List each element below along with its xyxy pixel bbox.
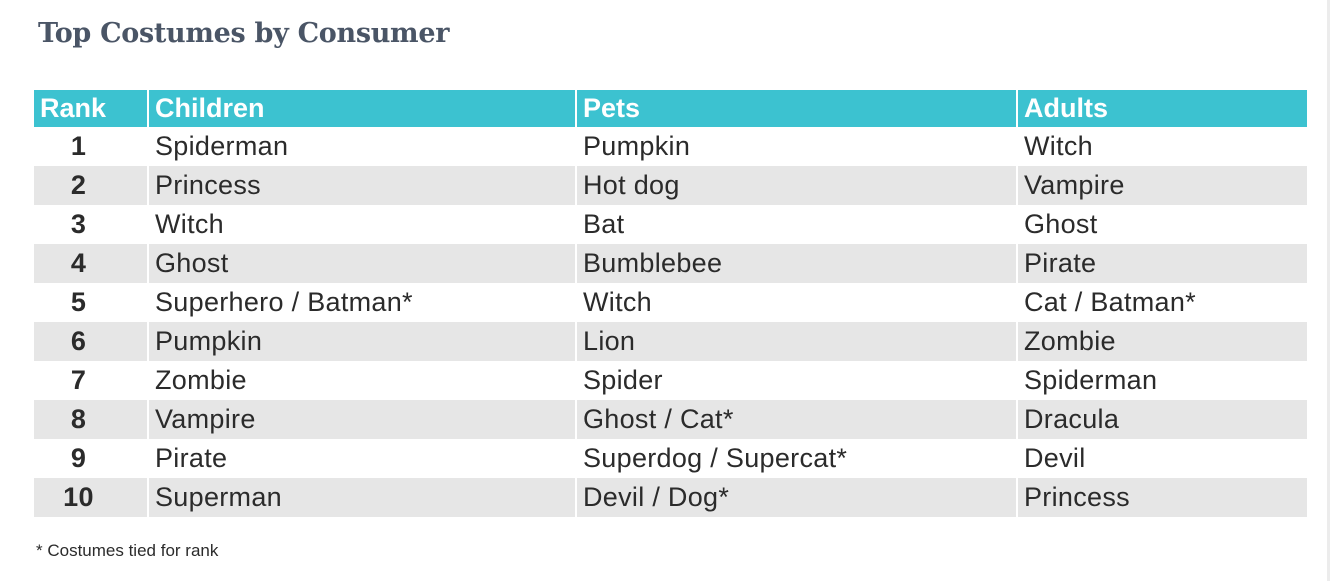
children-cell: Pirate <box>147 439 575 478</box>
children-cell: Superman <box>147 478 575 517</box>
adults-cell: Princess <box>1016 478 1307 517</box>
table-row: 7 Zombie Spider Spiderman <box>34 361 1307 400</box>
children-cell: Witch <box>147 205 575 244</box>
pets-cell: Ghost / Cat* <box>575 400 1016 439</box>
adults-cell: Cat / Batman* <box>1016 283 1307 322</box>
children-cell: Pumpkin <box>147 322 575 361</box>
adults-cell: Vampire <box>1016 166 1307 205</box>
pets-cell: Spider <box>575 361 1016 400</box>
pets-cell: Lion <box>575 322 1016 361</box>
rank-cell: 6 <box>34 322 147 361</box>
table-row: 6 Pumpkin Lion Zombie <box>34 322 1307 361</box>
header-adults: Adults <box>1016 90 1307 127</box>
header-children: Children <box>147 90 575 127</box>
children-cell: Superhero / Batman* <box>147 283 575 322</box>
children-cell: Ghost <box>147 244 575 283</box>
rank-cell: 2 <box>34 166 147 205</box>
pets-cell: Superdog / Supercat* <box>575 439 1016 478</box>
adults-cell: Spiderman <box>1016 361 1307 400</box>
rank-cell: 5 <box>70 287 87 317</box>
children-cell: Vampire <box>147 400 575 439</box>
table-row: 2 Princess Hot dog Vampire <box>34 166 1307 205</box>
children-cell: Zombie <box>147 361 575 400</box>
table-row: 1 Spiderman Pumpkin Witch <box>34 127 1307 166</box>
rank-cell: 10 <box>34 478 147 517</box>
children-cell: Princess <box>147 166 575 205</box>
table-body: 1 Spiderman Pumpkin Witch 2 Princess Hot dog Va… <box>34 127 1307 517</box>
pets-cell: Devil / Dog* <box>575 478 1016 517</box>
table-row: 10 Superman Devil / Dog* Princess <box>34 478 1307 517</box>
pets-cell: Hot dog <box>575 166 1016 205</box>
table-row: 4 Ghost Bumblebee Pirate <box>34 244 1307 283</box>
adults-cell: Dracula <box>1016 400 1307 439</box>
adults-cell: Devil <box>1016 439 1307 478</box>
children-cell: Spiderman <box>147 127 575 166</box>
table-header-row: Rank Children Pets Adults <box>34 90 1307 127</box>
footnote: * Costumes tied for rank <box>36 541 219 560</box>
rank-cell: 4 <box>34 244 147 283</box>
header-pets: Pets <box>575 90 1016 127</box>
pets-cell: Bat <box>575 205 1016 244</box>
pets-cell: Witch <box>575 283 1016 322</box>
rank-cell: 8 <box>34 400 147 439</box>
rank-cell: 3 <box>70 209 87 239</box>
pets-cell: Bumblebee <box>575 244 1016 283</box>
adults-cell: Ghost <box>1016 205 1307 244</box>
adults-cell: Zombie <box>1016 322 1307 361</box>
rank-cell: 7 <box>70 365 87 395</box>
header-rank: Rank <box>34 90 147 127</box>
page-title: Top Costumes by Consumer <box>38 18 450 49</box>
rank-cell: 1 <box>70 131 87 161</box>
adults-cell: Pirate <box>1016 244 1307 283</box>
table-row: 3 Witch Bat Ghost <box>34 205 1307 244</box>
rank-cell: 9 <box>70 443 87 473</box>
table-row: 9 Pirate Superdog / Supercat* Devil <box>34 439 1307 478</box>
table-row: 8 Vampire Ghost / Cat* Dracula <box>34 400 1307 439</box>
adults-cell: Witch <box>1016 127 1307 166</box>
pets-cell: Pumpkin <box>575 127 1016 166</box>
table-row: 5 Superhero / Batman* Witch Cat / Batman* <box>34 283 1307 322</box>
costume-table: Rank Children Pets Adults 1 Spiderman Pump… <box>34 90 1307 517</box>
